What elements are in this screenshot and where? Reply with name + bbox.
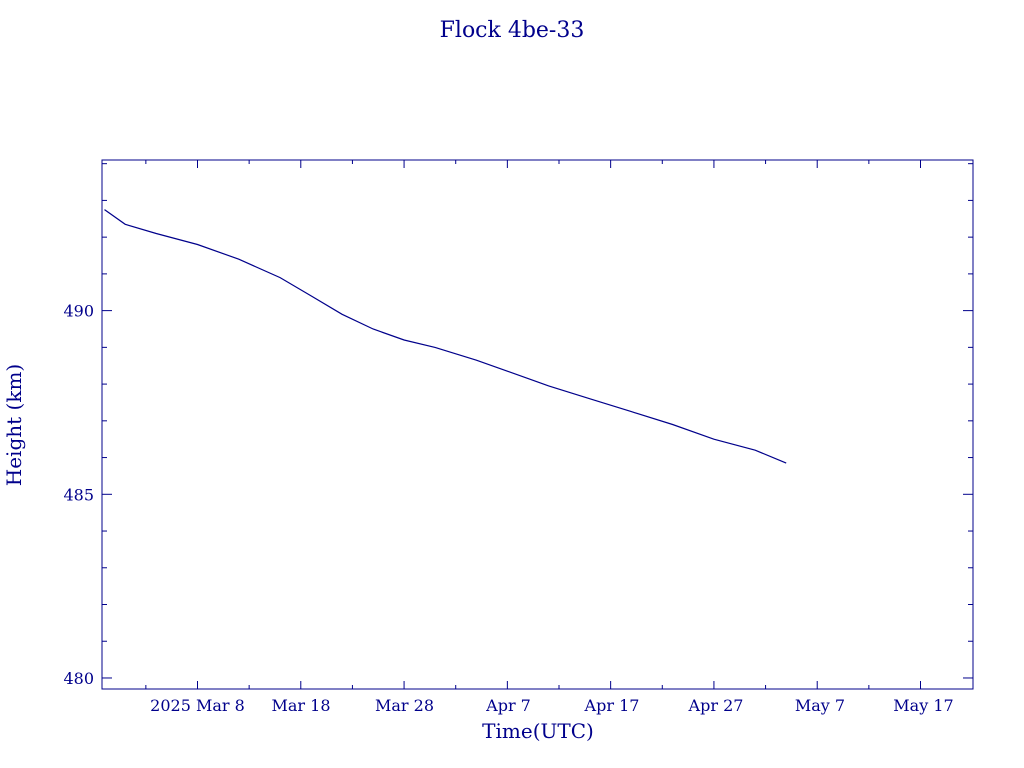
y-axis-tick-labels: 480 485 490: [63, 302, 94, 688]
y-axis-ticks: [102, 163, 973, 679]
x-tick-label: Apr 7: [485, 696, 531, 715]
y-tick-label: 490: [63, 302, 94, 321]
x-tick-label: May 17: [893, 696, 953, 715]
y-tick-label: 485: [63, 485, 94, 504]
x-axis-tick-labels: 2025 Mar 8 Mar 18 Mar 28 Apr 7 Apr 17 Apr 27 M…: [150, 696, 954, 715]
x-tick-label: 2025 Mar 8: [150, 696, 245, 715]
x-tick-label: Apr 17: [584, 696, 640, 715]
y-tick-label: 480: [63, 669, 94, 688]
x-tick-label: May 7: [795, 696, 845, 715]
height-series-line: [104, 209, 787, 464]
x-tick-label: Apr 27: [688, 696, 744, 715]
x-axis-label: Time(UTC): [482, 719, 594, 743]
x-axis-ticks: [145, 160, 921, 689]
x-tick-label: Mar 18: [271, 696, 330, 715]
plot-frame: [101, 159, 974, 690]
x-tick-label: Mar 28: [375, 696, 434, 715]
chart-title: Flock 4be-33: [440, 18, 585, 43]
y-axis-label: Height (km): [2, 364, 26, 486]
